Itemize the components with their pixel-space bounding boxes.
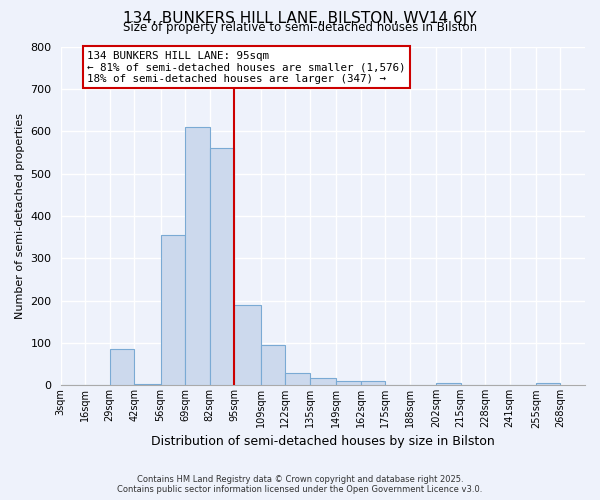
Y-axis label: Number of semi-detached properties: Number of semi-detached properties <box>15 113 25 319</box>
Bar <box>285 372 310 386</box>
Bar <box>436 383 461 386</box>
Bar <box>110 350 134 386</box>
Bar <box>134 384 161 386</box>
Bar <box>185 127 209 386</box>
Bar <box>536 383 560 386</box>
Bar <box>336 381 361 386</box>
Text: Size of property relative to semi-detached houses in Bilston: Size of property relative to semi-detach… <box>123 22 477 35</box>
Text: 134, BUNKERS HILL LANE, BILSTON, WV14 6JY: 134, BUNKERS HILL LANE, BILSTON, WV14 6J… <box>123 11 477 26</box>
Bar <box>161 235 185 386</box>
Bar <box>260 345 285 386</box>
Bar <box>361 381 385 386</box>
X-axis label: Distribution of semi-detached houses by size in Bilston: Distribution of semi-detached houses by … <box>151 434 495 448</box>
Text: Contains HM Land Registry data © Crown copyright and database right 2025.
Contai: Contains HM Land Registry data © Crown c… <box>118 474 482 494</box>
Bar <box>234 305 260 386</box>
Bar <box>310 378 336 386</box>
Text: 134 BUNKERS HILL LANE: 95sqm
← 81% of semi-detached houses are smaller (1,576)
1: 134 BUNKERS HILL LANE: 95sqm ← 81% of se… <box>87 50 406 84</box>
Bar <box>209 148 234 386</box>
